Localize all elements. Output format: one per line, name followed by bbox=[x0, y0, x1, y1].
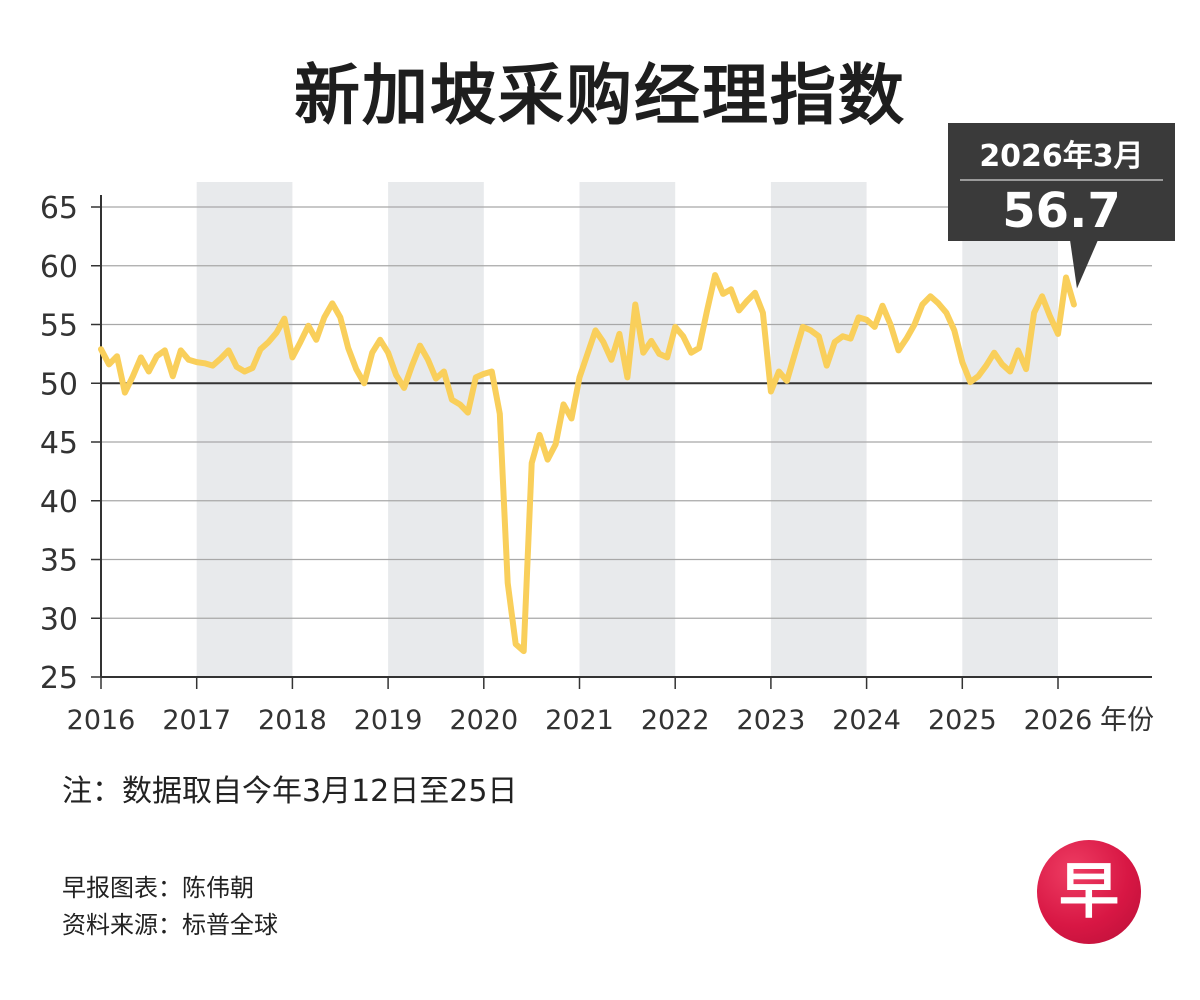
callout-value: 56.7 bbox=[1002, 183, 1121, 239]
axes bbox=[100, 195, 1152, 678]
shade-band-2019 bbox=[388, 182, 484, 677]
x-tick-label: 2018 bbox=[258, 705, 327, 736]
latest-value-callout: 2026年3月 56.7 bbox=[948, 123, 1175, 241]
callout-pointer-arrow bbox=[1070, 240, 1098, 289]
gridlines bbox=[101, 206, 1152, 619]
callout-date: 2026年3月 bbox=[979, 139, 1144, 174]
y-tick-label: 50 bbox=[40, 367, 78, 402]
data-source: 资料来源：标普全球 bbox=[62, 911, 278, 939]
x-tick-labels: 2016 2017 2018 2019 2020 2021 2022 2023 2024 2025… bbox=[67, 677, 1154, 736]
y-tick-label: 35 bbox=[40, 544, 78, 579]
y-tick-label: 65 bbox=[40, 191, 78, 226]
y-tick-labels: 25 30 35 40 45 50 55 60 65 bbox=[40, 191, 101, 696]
shade-band-2017 bbox=[196, 182, 293, 677]
y-tick-label: 25 bbox=[40, 661, 78, 696]
y-tick-label: 55 bbox=[40, 309, 78, 344]
x-tick-label: 2026 bbox=[1024, 705, 1093, 736]
x-tick-label: 2019 bbox=[354, 705, 423, 736]
shade-band-2023 bbox=[770, 182, 867, 677]
x-tick-label: 2023 bbox=[737, 705, 806, 736]
callout-divider bbox=[960, 179, 1163, 181]
shade-band-2025 bbox=[962, 182, 1058, 677]
chart-credit: 早报图表：陈伟朝 bbox=[62, 874, 254, 902]
x-tick-label: 2024 bbox=[832, 705, 901, 736]
x-tick-label: 2021 bbox=[545, 705, 614, 736]
y-tick-label: 40 bbox=[40, 485, 78, 520]
pmi-series bbox=[98, 272, 1077, 655]
zaobao-logo: 早 bbox=[1037, 840, 1141, 944]
data-note: 注：数据取自今年3月12日至25日 bbox=[62, 774, 518, 809]
chart-title: 新加坡采购经理指数 bbox=[294, 57, 906, 134]
y-tick-label: 30 bbox=[40, 602, 78, 637]
x-tick-label: 2025 bbox=[928, 705, 997, 736]
y-tick-label: 45 bbox=[40, 426, 78, 461]
year-shading-bands bbox=[196, 182, 1058, 677]
pmi-line bbox=[98, 272, 1077, 655]
x-tick-label: 2020 bbox=[449, 705, 518, 736]
x-tick-label: 2022 bbox=[641, 705, 710, 736]
x-axis-unit-label: 年份 bbox=[1100, 705, 1154, 736]
x-tick-label: 2017 bbox=[162, 705, 231, 736]
x-tick-label: 2016 bbox=[67, 705, 136, 736]
y-tick-label: 60 bbox=[40, 250, 78, 285]
shade-band-2021 bbox=[579, 182, 676, 677]
callout-pointer bbox=[1070, 240, 1098, 289]
